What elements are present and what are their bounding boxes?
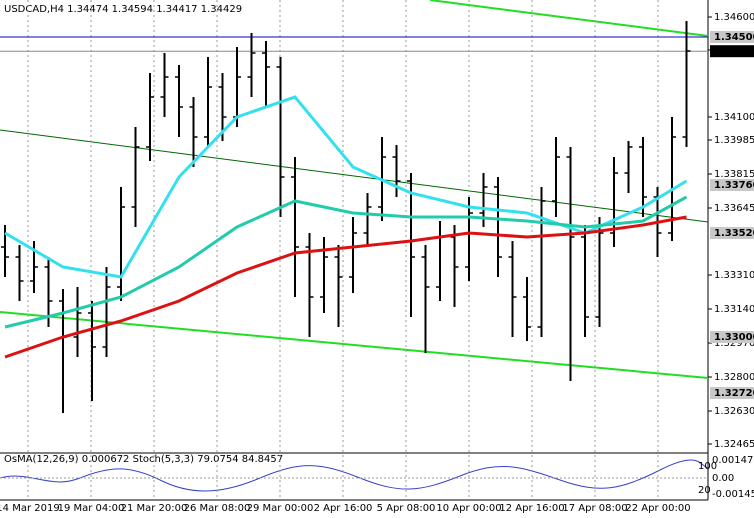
y-tick-label: 1.34600 bbox=[714, 12, 754, 23]
x-tick-label: 17 Apr 08:00 bbox=[562, 503, 627, 514]
level-label: 1.33000 bbox=[714, 332, 754, 343]
x-tick-label: 14 Mar 2019 bbox=[0, 503, 60, 514]
level-box bbox=[710, 331, 754, 343]
y-tick-label: 1.33815 bbox=[714, 169, 754, 180]
level-label: 1.34429 bbox=[714, 46, 754, 57]
level-box bbox=[710, 31, 754, 43]
y-tick-label: 1.33985 bbox=[714, 135, 754, 146]
level-box bbox=[710, 45, 754, 58]
y-tick-label: 1.32800 bbox=[714, 372, 754, 383]
x-tick-label: 21 Mar 20:00 bbox=[121, 503, 188, 514]
y-tick-label: 1.32465 bbox=[714, 439, 754, 450]
x-tick-label: 10 Apr 00:00 bbox=[436, 503, 501, 514]
x-tick-label: 12 Apr 16:00 bbox=[499, 503, 564, 514]
y-tick-label: 1.33140 bbox=[714, 304, 754, 315]
x-tick-label: 29 Mar 00:00 bbox=[247, 503, 314, 514]
oscillator-label: 20 bbox=[698, 485, 711, 496]
x-tick-label: 26 Mar 08:00 bbox=[184, 503, 251, 514]
trend-line bbox=[0, 129, 709, 223]
x-tick-label: 5 Apr 08:00 bbox=[377, 503, 436, 514]
y-tick-label: 1.34100 bbox=[714, 112, 754, 123]
level-label: 1.33520 bbox=[714, 228, 754, 239]
oscillator-label: 0.001472 bbox=[712, 455, 754, 466]
y-tick-label: 1.32970 bbox=[714, 338, 754, 349]
channel-upper bbox=[429, 0, 709, 37]
y-tick-label: 1.33645 bbox=[714, 203, 754, 214]
x-tick-label: 2 Apr 16:00 bbox=[314, 503, 373, 514]
y-tick-label: 1.33310 bbox=[714, 270, 754, 281]
oscillator-label: -0.001452 bbox=[712, 489, 754, 500]
x-tick-label: 22 Apr 00:00 bbox=[625, 503, 690, 514]
chart-title: USDCAD,H4 1.34474 1.34594 1.34417 1.3442… bbox=[4, 4, 242, 15]
moving-average bbox=[4, 195, 688, 329]
x-tick-label: 19 Mar 04:00 bbox=[58, 503, 125, 514]
level-box bbox=[710, 227, 754, 239]
level-box bbox=[710, 179, 754, 191]
y-tick-label: 1.32630 bbox=[714, 406, 754, 417]
level-box bbox=[710, 387, 754, 399]
oscillator-label: 100 bbox=[698, 461, 717, 472]
oscillator-title: OsMA(12,26,9) 0.000672 Stoch(5,3,3) 79.0… bbox=[4, 454, 283, 465]
level-label: 1.33760 bbox=[714, 180, 754, 191]
oscillator-label: 0.00 bbox=[712, 473, 734, 484]
moving-average bbox=[4, 215, 687, 359]
level-label: 1.34500 bbox=[714, 32, 754, 43]
